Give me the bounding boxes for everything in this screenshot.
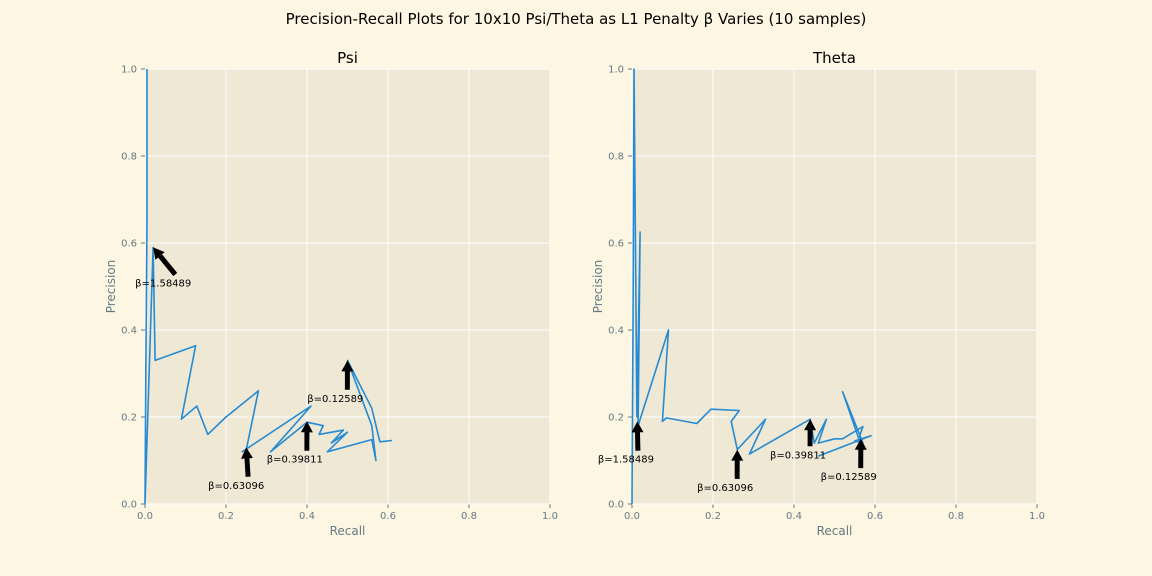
theta-y-tick-label: 0.0 [608,500,624,511]
psi-annotation-label: β=1.58489 [135,279,191,290]
theta-annotation-arrow [854,438,867,469]
theta-axes: 0.0 0.2 0.4 0.6 0.8 1.0 0.0 0.2 0.4 0.6 0.8 1.0 Thet… [591,49,1045,538]
psi-title: Psi [337,49,358,67]
psi-y-tick-label: 0.0 [121,500,137,511]
psi-annotation-arrow [241,447,253,477]
psi-x-tick-label: 1.0 [542,511,558,522]
theta-y-tick-label: 1.0 [608,65,624,76]
theta-annotation-arrow [631,421,644,451]
theta-x-tick-label: 1.0 [1029,511,1045,522]
theta-x-tick-label: 0.4 [786,511,802,522]
theta-x-tick-label: 0.8 [948,511,964,522]
psi-x-tick-label: 0.4 [299,511,315,522]
theta-x-label: Recall [817,524,853,538]
theta-y-tick-label: 0.4 [608,326,624,337]
theta-series-line [631,68,872,505]
theta-annotation-label: β=0.12589 [821,472,877,483]
theta-annotation-label: β=0.63096 [697,483,753,494]
psi-y-tick-label: 0.8 [121,152,137,163]
psi-annotation-label: β=0.63096 [208,481,264,492]
theta-x-tick-label: 0.6 [867,511,883,522]
theta-annotation-arrow [804,419,817,447]
psi-axes: 0.0 0.2 0.4 0.6 0.8 1.0 0.0 0.2 0.4 0.6 0.8 1.0 Psi R… [104,49,558,538]
theta-x-tick-label: 0.2 [705,511,721,522]
psi-x-tick-label: 0.0 [137,511,153,522]
psi-x-tick-label: 0.2 [218,511,234,522]
psi-series-line [144,69,393,505]
theta-y-tick-label: 0.2 [608,413,624,424]
psi-y-tick-label: 1.0 [121,65,137,76]
psi-annotation-arrow [153,247,178,277]
psi-y-tick-label: 0.2 [121,413,137,424]
psi-y-label: Precision [104,260,118,314]
psi-annotation-arrow [341,360,354,390]
theta-plot-area [632,69,1037,504]
theta-x-tick-label: 0.0 [624,511,640,522]
psi-annotation-arrow [300,421,313,451]
psi-y-tick-label: 0.6 [121,239,137,250]
psi-annotation-label: β=0.12589 [307,394,363,405]
psi-annotation-label: β=0.39811 [267,455,323,466]
theta-annotation-label: β=1.58489 [598,455,654,466]
psi-plot-area [145,69,550,504]
theta-title: Theta [812,49,856,67]
psi-x-tick-label: 0.6 [380,511,396,522]
theta-y-tick-label: 0.8 [608,152,624,163]
theta-y-label: Precision [591,260,605,314]
psi-x-label: Recall [330,524,366,538]
theta-annotation-arrow [731,449,744,479]
figure-title: Precision-Recall Plots for 10x10 Psi/The… [286,10,867,28]
psi-x-tick-label: 0.8 [461,511,477,522]
theta-annotation-label: β=0.39811 [770,450,826,461]
psi-y-tick-label: 0.4 [121,326,137,337]
theta-y-tick-label: 0.6 [608,239,624,250]
